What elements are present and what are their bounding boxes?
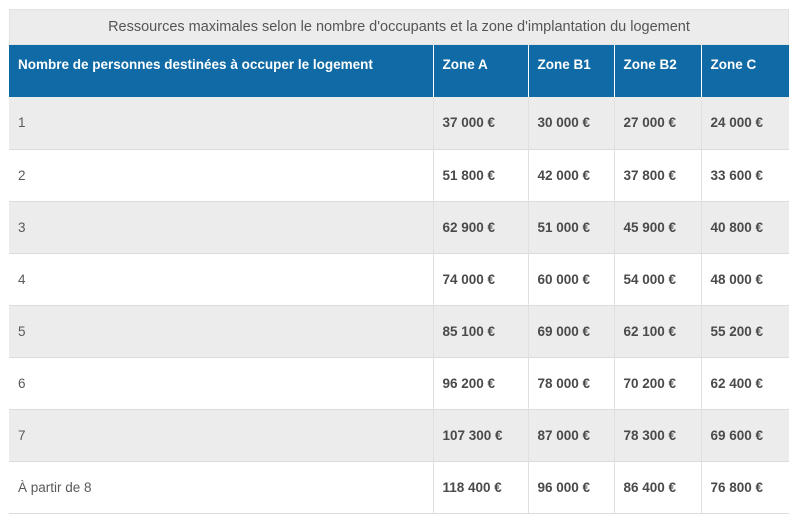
cell-occupants: 2 — [9, 149, 433, 202]
table-row: 6 96 200 € 78 000 € 70 200 € 62 400 € — [9, 357, 789, 410]
cell-occupants: 5 — [9, 305, 433, 358]
cell-zone-b1: 42 000 € — [527, 149, 614, 202]
cell-zone-c: 40 800 € — [700, 201, 789, 254]
header-row: Nombre de personnes destinées à occuper … — [9, 45, 789, 97]
cell-zone-a: 85 100 € — [432, 305, 528, 358]
cell-zone-c: 69 600 € — [700, 409, 789, 462]
cell-zone-c: 33 600 € — [700, 149, 789, 202]
header-zone-a: Zone A — [432, 45, 528, 97]
table-header: Nombre de personnes destinées à occuper … — [9, 45, 789, 97]
cell-zone-c: 48 000 € — [700, 253, 789, 306]
cell-zone-b1: 30 000 € — [527, 97, 614, 150]
table-caption: Ressources maximales selon le nombre d'o… — [9, 9, 789, 45]
cell-occupants: 7 — [9, 409, 433, 462]
header-zone-b2: Zone B2 — [613, 45, 701, 97]
table-row: 3 62 900 € 51 000 € 45 900 € 40 800 € — [9, 201, 789, 254]
cell-zone-a: 74 000 € — [432, 253, 528, 306]
cell-zone-c: 76 800 € — [700, 461, 789, 514]
cell-zone-b2: 45 900 € — [613, 201, 701, 254]
cell-zone-a: 62 900 € — [432, 201, 528, 254]
cell-occupants: 3 — [9, 201, 433, 254]
cell-zone-a: 37 000 € — [432, 97, 528, 150]
cell-occupants: 1 — [9, 97, 433, 150]
table-row: 7 107 300 € 87 000 € 78 300 € 69 600 € — [9, 409, 789, 462]
cell-zone-a: 107 300 € — [432, 409, 528, 462]
cell-zone-b2: 86 400 € — [613, 461, 701, 514]
table-body: 1 37 000 € 30 000 € 27 000 € 24 000 € 2 … — [9, 97, 789, 514]
resources-table: Nombre de personnes destinées à occuper … — [9, 45, 789, 514]
cell-zone-b1: 78 000 € — [527, 357, 614, 410]
table-row: 1 37 000 € 30 000 € 27 000 € 24 000 € — [9, 97, 789, 150]
table-row: 4 74 000 € 60 000 € 54 000 € 48 000 € — [9, 253, 789, 306]
cell-zone-b1: 96 000 € — [527, 461, 614, 514]
cell-occupants: 4 — [9, 253, 433, 306]
cell-zone-b2: 27 000 € — [613, 97, 701, 150]
cell-zone-b2: 54 000 € — [613, 253, 701, 306]
cell-zone-c: 24 000 € — [700, 97, 789, 150]
cell-zone-b1: 87 000 € — [527, 409, 614, 462]
cell-zone-b2: 62 100 € — [613, 305, 701, 358]
header-occupants: Nombre de personnes destinées à occuper … — [9, 45, 433, 97]
cell-zone-b2: 78 300 € — [613, 409, 701, 462]
table-row: À partir de 8 118 400 € 96 000 € 86 400 … — [9, 461, 789, 514]
cell-zone-b1: 69 000 € — [527, 305, 614, 358]
table-row: 2 51 800 € 42 000 € 37 800 € 33 600 € — [9, 149, 789, 202]
cell-zone-c: 62 400 € — [700, 357, 789, 410]
cell-zone-a: 118 400 € — [432, 461, 528, 514]
cell-zone-b2: 70 200 € — [613, 357, 701, 410]
cell-occupants: 6 — [9, 357, 433, 410]
table-row: 5 85 100 € 69 000 € 62 100 € 55 200 € — [9, 305, 789, 358]
header-zone-c: Zone C — [700, 45, 789, 97]
cell-zone-c: 55 200 € — [700, 305, 789, 358]
cell-zone-b1: 60 000 € — [527, 253, 614, 306]
cell-zone-a: 51 800 € — [432, 149, 528, 202]
cell-zone-b2: 37 800 € — [613, 149, 701, 202]
cell-occupants: À partir de 8 — [9, 461, 433, 514]
cell-zone-a: 96 200 € — [432, 357, 528, 410]
cell-zone-b1: 51 000 € — [527, 201, 614, 254]
header-zone-b1: Zone B1 — [527, 45, 614, 97]
